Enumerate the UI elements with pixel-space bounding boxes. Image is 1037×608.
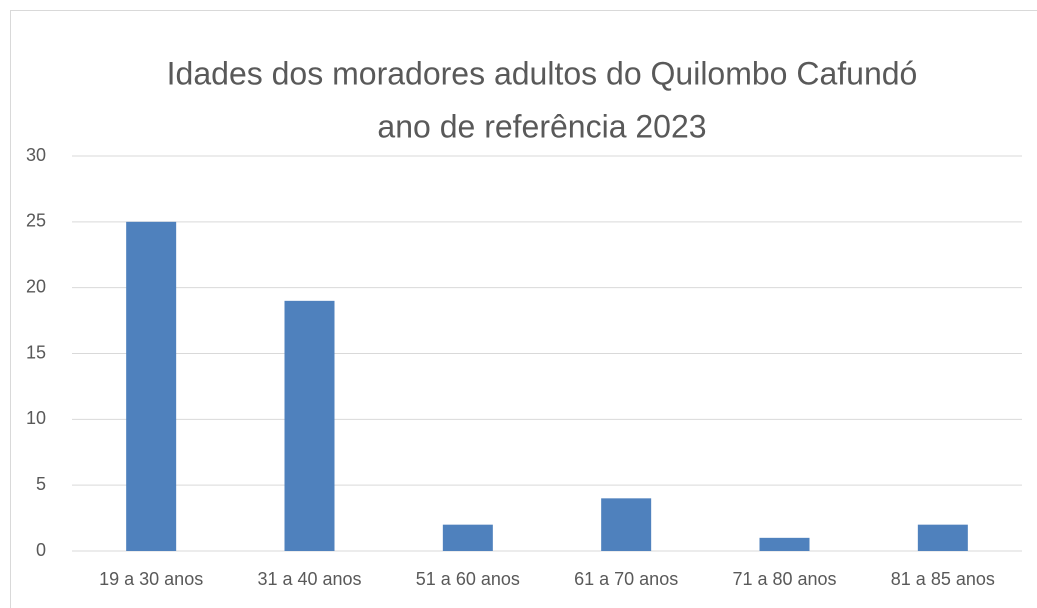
x-tick-label: 71 a 80 anos	[732, 569, 836, 589]
x-tick-label: 19 a 30 anos	[99, 569, 203, 589]
bar	[284, 300, 335, 551]
x-tick-label: 31 a 40 anos	[257, 569, 361, 589]
y-tick-label: 0	[36, 540, 46, 560]
bar	[917, 524, 968, 551]
x-tick-label: 81 a 85 anos	[891, 569, 995, 589]
bar	[759, 537, 810, 551]
y-tick-label: 20	[26, 276, 46, 296]
chart-title: Idades dos moradores adultos do Quilombo…	[167, 55, 918, 91]
y-tick-label: 30	[26, 145, 46, 165]
y-tick-label: 15	[26, 342, 46, 362]
chart-border	[10, 10, 1037, 608]
chart-subtitle: ano de referência 2023	[377, 108, 706, 144]
bar	[601, 498, 652, 551]
x-tick-label: 51 a 60 anos	[416, 569, 520, 589]
y-tick-label: 25	[26, 211, 46, 231]
y-tick-label: 5	[36, 474, 46, 494]
y-tick-label: 10	[26, 408, 46, 428]
bar	[126, 221, 177, 552]
x-tick-label: 61 a 70 anos	[574, 569, 678, 589]
bar	[442, 524, 493, 551]
